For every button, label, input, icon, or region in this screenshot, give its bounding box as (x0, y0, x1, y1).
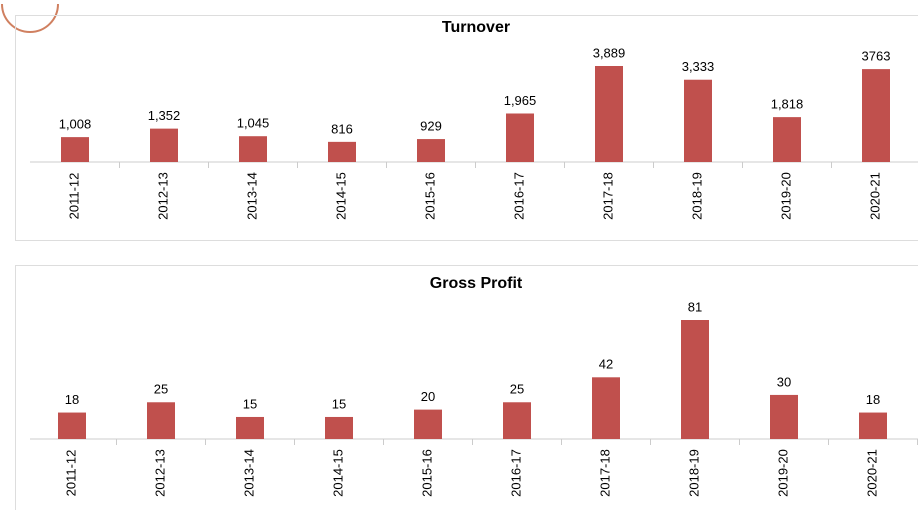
data-label: 1,965 (504, 93, 537, 108)
x-tick-label: 2013-14 (244, 172, 259, 220)
data-label: 18 (866, 392, 880, 407)
x-tick-label: 2014-15 (333, 172, 348, 220)
chart-panel (15, 265, 918, 510)
data-label: 1,818 (771, 97, 804, 112)
data-label: 3,889 (593, 45, 626, 60)
x-tick-label: 2020-21 (867, 172, 882, 220)
bar (859, 412, 887, 439)
bar (773, 117, 801, 162)
data-label: 1,045 (237, 116, 270, 131)
bar (150, 128, 178, 162)
bar (147, 402, 175, 439)
x-tick-label: 2014-15 (330, 449, 345, 497)
bar (417, 139, 445, 162)
bar (684, 79, 712, 162)
bar (770, 394, 798, 439)
logo-seal (1, 3, 59, 33)
bar (595, 66, 623, 162)
bar (58, 412, 86, 439)
x-tick-label: 2012-13 (152, 449, 167, 497)
x-tick-label: 2011-12 (66, 173, 81, 220)
chart-title: Gross Profit (430, 275, 523, 292)
x-tick-label: 2020-21 (864, 449, 879, 497)
data-label: 25 (154, 382, 168, 397)
data-label: 42 (599, 357, 613, 372)
x-tick-label: 2019-20 (778, 172, 793, 220)
bar (506, 113, 534, 162)
x-tick-label: 2017-18 (597, 449, 612, 497)
data-label: 20 (421, 389, 435, 404)
data-label: 929 (420, 119, 442, 134)
bar (592, 377, 620, 439)
data-label: 81 (688, 299, 702, 314)
data-label: 30 (777, 374, 791, 389)
bar (862, 69, 890, 162)
data-label: 3763 (862, 49, 891, 64)
data-label: 1,352 (148, 108, 181, 123)
data-label: 15 (243, 396, 257, 411)
x-tick-label: 2018-19 (686, 449, 701, 497)
x-tick-label: 2015-16 (422, 172, 437, 220)
data-label: 1,008 (59, 117, 92, 132)
x-tick-label: 2011-12 (63, 450, 78, 497)
x-tick-label: 2016-17 (511, 172, 526, 220)
bar (681, 320, 709, 439)
data-label: 18 (65, 392, 79, 407)
bar (236, 416, 264, 439)
x-tick-label: 2016-17 (508, 449, 523, 497)
data-label: 25 (510, 382, 524, 397)
bar (503, 402, 531, 439)
data-label: 15 (332, 396, 346, 411)
chart-panel (15, 15, 918, 241)
bar (239, 136, 267, 162)
data-label: 3,333 (682, 59, 715, 74)
bar (414, 409, 442, 439)
x-tick-label: 2015-16 (419, 449, 434, 497)
bar (61, 137, 89, 162)
chart-title: Turnover (442, 19, 510, 36)
x-tick-label: 2017-18 (600, 172, 615, 220)
x-tick-label: 2018-19 (689, 172, 704, 220)
bar (328, 141, 356, 162)
x-tick-label: 2012-13 (155, 172, 170, 220)
bar (325, 416, 353, 439)
x-tick-label: 2019-20 (775, 449, 790, 497)
data-label: 816 (331, 121, 353, 136)
x-tick-label: 2013-14 (241, 449, 256, 497)
